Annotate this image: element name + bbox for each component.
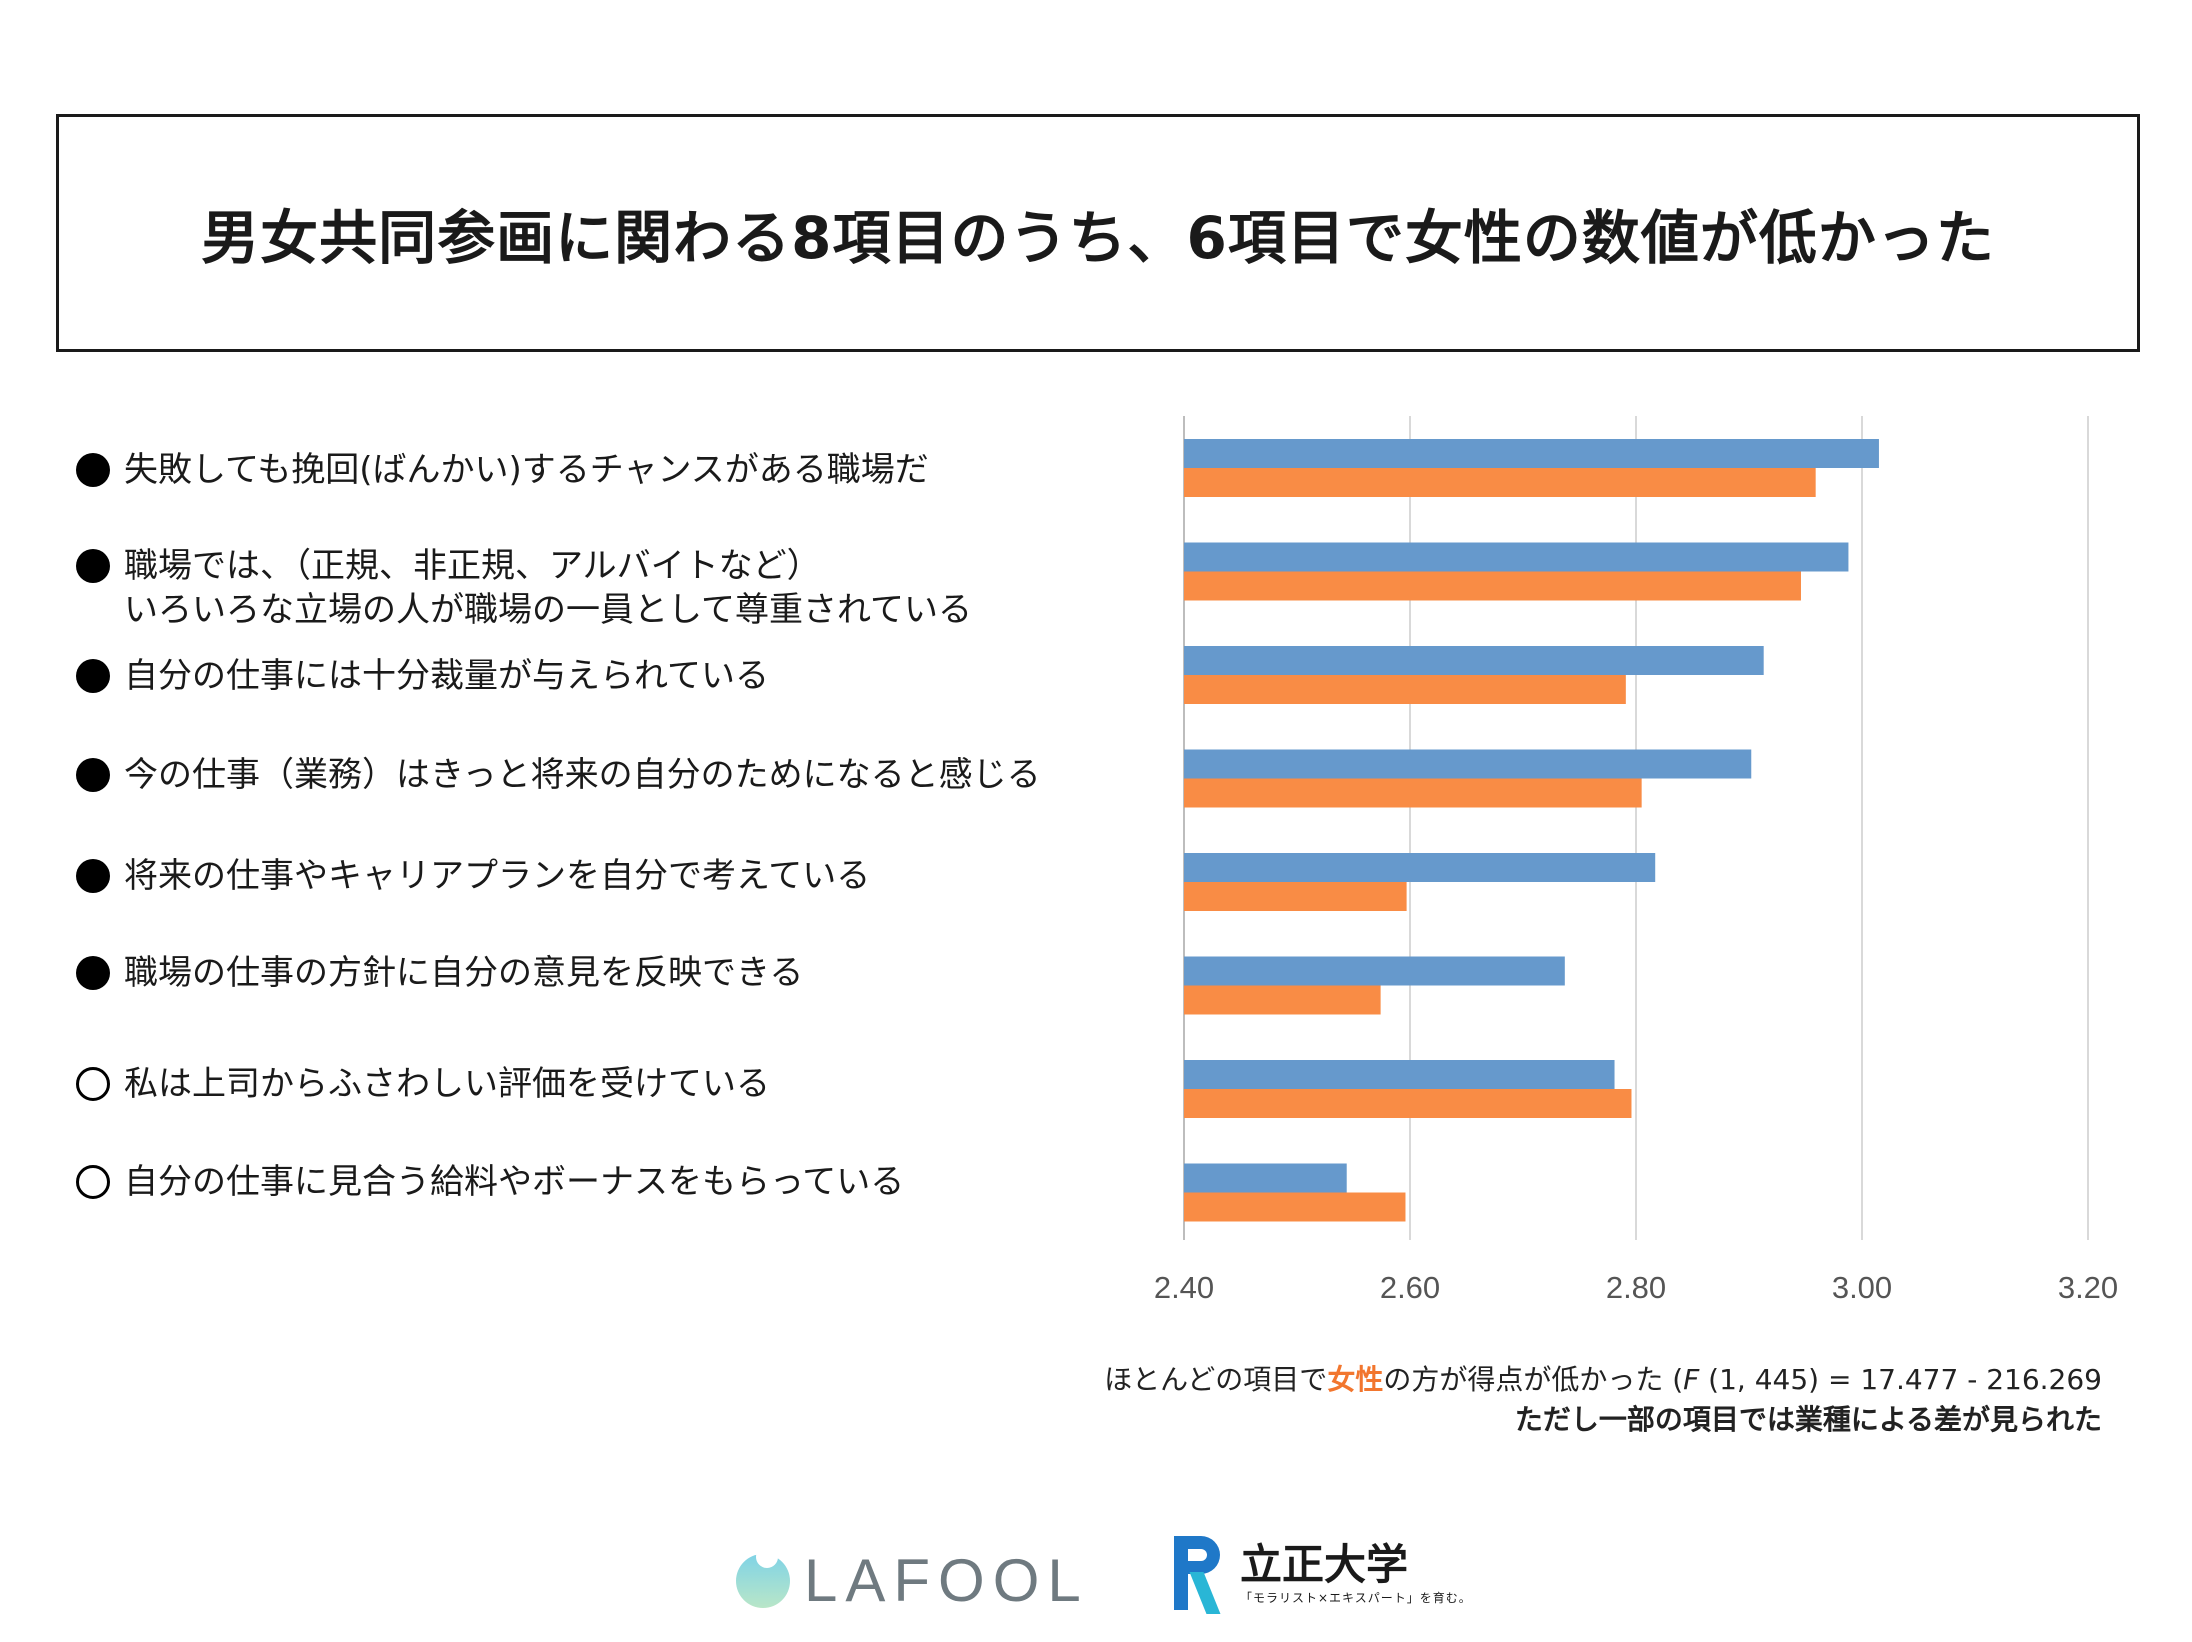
bar-male [1184, 956, 1565, 986]
filled-circle-icon [76, 659, 110, 693]
note-highlight: 女性 [1327, 1363, 1384, 1396]
note-stat: (1, 445) = 17.477 - 216.269 [1699, 1363, 2102, 1396]
filled-circle-icon [76, 859, 110, 893]
category-label-line: 私は上司からふさわしい評価を受けている [124, 1064, 770, 1104]
x-tick-label: 2.60 [1380, 1270, 1440, 1305]
bar-male [1184, 749, 1752, 779]
drop-icon [736, 1545, 790, 1608]
bar-male [1184, 1060, 1615, 1089]
category-labels: 失敗しても挽回(ばんかい)するチャンスがある職場だ 職場では、（正規、非正規、アル… [72, 0, 1172, 1300]
bar-female [1184, 778, 1642, 808]
category-label: 自分の仕事には十分裁量が与えられている [72, 654, 769, 698]
category-label-line: 今の仕事（業務）はきっと将来の自分のためになると感じる [124, 755, 1041, 795]
open-circle-icon [76, 1067, 110, 1101]
x-tick-label: 2.40 [1154, 1270, 1214, 1305]
bar-female [1184, 985, 1381, 1015]
bar-male [1184, 1163, 1347, 1193]
category-label: 職場では、（正規、非正規、アルバイトなど） いろいろな立場の人が職場の一員として尊… [72, 544, 972, 632]
note-suffix: の方が得点が低かった ( [1383, 1363, 1684, 1396]
bar-male [1184, 853, 1656, 882]
university-logo: 立正大学 「モラリスト×エキスパート」を育む。 [1174, 1536, 1472, 1614]
bar-female [1184, 882, 1407, 911]
bar-male [1184, 439, 1879, 468]
category-label-line: 将来の仕事やキャリアプランを自分で考えている [124, 856, 871, 896]
note-prefix: ほとんどの項目で [1104, 1363, 1328, 1396]
category-label: 今の仕事（業務）はきっと将来の自分のためになると感じる [72, 753, 1041, 797]
category-label: 失敗しても挽回(ばんかい)するチャンスがある職場だ [72, 448, 929, 492]
bar-female [1184, 571, 1801, 601]
x-tick-label: 2.80 [1606, 1270, 1666, 1305]
lafool-wordmark: LAFOOL [804, 1547, 1089, 1614]
r-logo-icon [1174, 1536, 1226, 1614]
category-label-line: いろいろな立場の人が職場の一員として尊重されている [124, 590, 972, 630]
university-name: 立正大学 [1240, 1539, 1409, 1589]
bar-male [1184, 542, 1849, 572]
category-label: 自分の仕事に見合う給料やボーナスをもらっている [72, 1160, 904, 1204]
title-box: 男女共同参画に関わる8項目のうち、6項目で女性の数値が低かった [56, 114, 2140, 352]
bar-female [1184, 1089, 1632, 1118]
page-title: 男女共同参画に関わる8項目のうち、6項目で女性の数値が低かった [201, 204, 1995, 272]
bar-female [1184, 675, 1626, 704]
category-label-line: 自分の仕事に見合う給料やボーナスをもらっている [124, 1162, 905, 1202]
category-label-line: 職場の仕事の方針に自分の意見を反映できる [124, 953, 804, 993]
filled-circle-icon [76, 549, 110, 583]
category-label: 将来の仕事やキャリアプランを自分で考えている [72, 854, 870, 898]
category-label-line: 職場では、（正規、非正規、アルバイトなど） [124, 546, 821, 586]
category-label-line: 自分の仕事には十分裁量が与えられている [124, 656, 769, 696]
bar-female [1184, 468, 1816, 497]
stat-note: ほとんどの項目で女性の方が得点が低かった (F (1, 445) = 17.47… [1104, 1358, 2102, 1398]
filled-circle-icon [76, 758, 110, 792]
note-stat-f: F [1683, 1363, 1700, 1396]
bar-female [1184, 1192, 1406, 1222]
open-circle-icon [76, 1165, 110, 1199]
bar-male [1184, 646, 1764, 675]
stat-note-sub: ただし一部の項目では業種による差が見られた [1514, 1403, 2102, 1436]
university-tagline: 「モラリスト×エキスパート」を育む。 [1240, 1590, 1472, 1605]
category-label-line: 失敗しても挽回(ばんかい)するチャンスがある職場だ [124, 450, 929, 490]
filled-circle-icon [76, 453, 110, 487]
category-label: 私は上司からふさわしい評価を受けている [72, 1062, 770, 1106]
lafool-logo: LAFOOL [736, 1545, 1089, 1615]
x-tick-label: 3.00 [1832, 1270, 1892, 1305]
x-tick-label: 3.20 [2058, 1270, 2118, 1305]
category-label: 職場の仕事の方針に自分の意見を反映できる [72, 951, 803, 995]
bar-chart: 2.40 2.60 2.80 3.00 3.20 [1154, 416, 2118, 1305]
filled-circle-icon [76, 956, 110, 990]
